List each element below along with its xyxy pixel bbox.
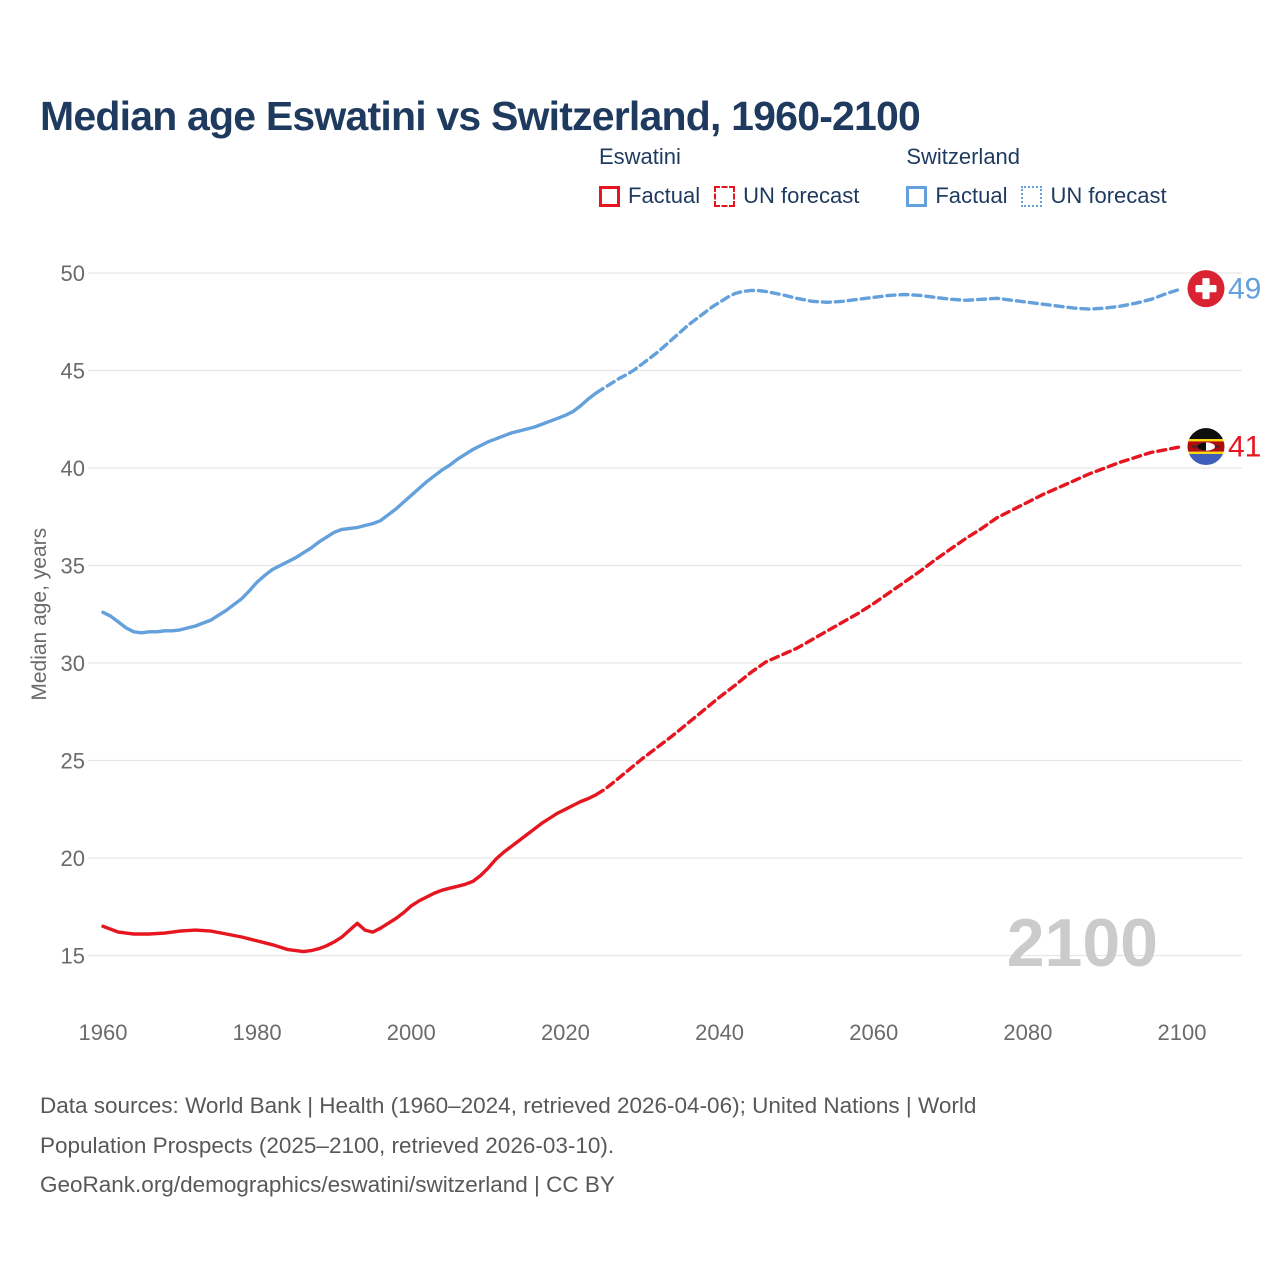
y-tick-label-35: 35 (61, 554, 85, 579)
legend: Eswatini Factual UN forecast Switzerland… (599, 144, 1167, 209)
footer-line-2: Population Prospects (2025–2100, retriev… (40, 1132, 615, 1158)
x-tick-label-2000: 2000 (387, 1020, 436, 1045)
legend-label: UN forecast (1050, 183, 1167, 208)
eswatini-flag-icon (1187, 428, 1225, 466)
footer-attribution: Data sources: World Bank | Health (1960–… (40, 1086, 1200, 1205)
eswatini-forecast-swatch-icon (714, 185, 736, 207)
legend-country-eswatini: Eswatini (599, 144, 681, 169)
legend-item-switzerland-factual: Factual (906, 183, 1007, 209)
switzerland-factual-swatch-icon (906, 185, 928, 207)
x-tick-label-2060: 2060 (849, 1020, 898, 1045)
watermark-year: 2100 (1007, 905, 1158, 981)
switzerland-forecast-swatch-icon (1021, 185, 1043, 207)
y-axis-label: Median age, years (28, 528, 51, 701)
switzerland-factual-line (101, 391, 598, 635)
y-tick-label-15: 15 (61, 944, 85, 969)
footer-line-3: GeoRank.org/demographics/eswatini/switze… (40, 1172, 615, 1197)
legend-label: Factual (628, 183, 701, 208)
x-tick-label-2020: 2020 (541, 1020, 590, 1045)
eswatini-un-forecast-line (594, 444, 1184, 797)
x-tick-label-2100: 2100 (1158, 1020, 1207, 1045)
x-tick-label-1960: 1960 (79, 1020, 128, 1045)
y-tick-label-25: 25 (61, 749, 85, 774)
legend-group-switzerland: Switzerland Factual UN forecast (906, 144, 1167, 209)
eswatini-factual-swatch-icon (599, 185, 620, 207)
legend-label: Factual (935, 183, 1008, 208)
y-tick-label-45: 45 (61, 359, 85, 384)
legend-group-eswatini: Eswatini Factual UN forecast (599, 144, 859, 209)
legend-item-eswatini-forecast: UN forecast (714, 183, 859, 209)
eswatini-factual-line (101, 792, 598, 954)
y-tick-label-30: 30 (61, 651, 85, 676)
eswatini-end-value-label: 41 (1228, 431, 1261, 464)
swiss-flag-icon (1187, 270, 1225, 308)
x-tick-label-2080: 2080 (1003, 1020, 1052, 1045)
switzerland-end-value-label: 49 (1228, 273, 1261, 306)
legend-item-eswatini-factual: Factual (599, 183, 700, 209)
switzerland-un-forecast-line (594, 286, 1184, 395)
y-tick-label-40: 40 (61, 456, 85, 481)
legend-item-switzerland-forecast: UN forecast (1021, 183, 1167, 209)
legend-label: UN forecast (743, 183, 860, 208)
x-tick-label-2040: 2040 (695, 1020, 744, 1045)
footer-line-1: Data sources: World Bank | Health (1960–… (40, 1093, 977, 1118)
page-title: Median age Eswatini vs Switzerland, 1960… (40, 93, 921, 140)
y-tick-label-20: 20 (61, 846, 85, 871)
legend-country-switzerland: Switzerland (906, 144, 1021, 169)
y-tick-label-50: 50 (61, 261, 85, 286)
x-tick-label-1980: 1980 (233, 1020, 282, 1045)
